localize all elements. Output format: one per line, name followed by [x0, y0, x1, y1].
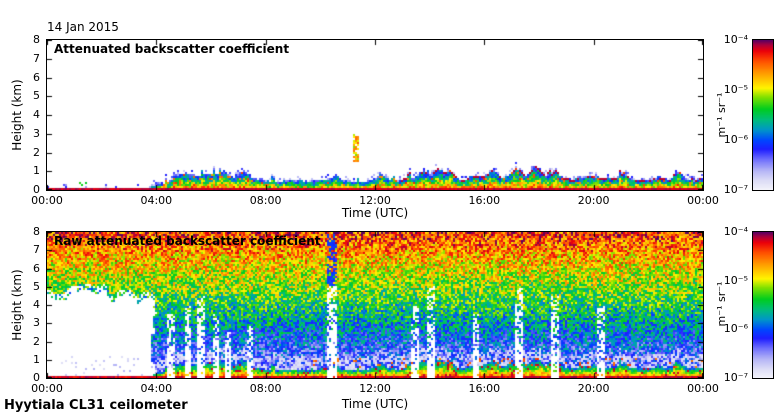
x-tick-label: 00:00 [687, 382, 719, 395]
x-tick-label: 20:00 [577, 194, 610, 207]
y-tick-label: 1 [33, 352, 40, 366]
colorbar-tick-label: 10⁻⁵ [723, 82, 748, 96]
date-label: 14 Jan 2015 [47, 20, 119, 34]
x-tick-label: 00:00 [687, 194, 719, 207]
y-tick-label: 6 [33, 70, 40, 84]
top-colorbar-gradient [753, 40, 773, 190]
top-plot-axes: Attenuated backscatter coefficient [46, 39, 704, 191]
bottom-colorbar [752, 231, 774, 379]
colorbar-tick-label: 10⁻⁵ [723, 273, 748, 287]
y-tick-label: 1 [33, 164, 40, 178]
x-tick-label: 00:00 [31, 194, 63, 207]
colorbar-tick-label: 10⁻⁷ [723, 183, 748, 196]
colorbar-tick-label: 10⁻⁶ [723, 133, 748, 146]
top-plot-title: Attenuated backscatter coefficient [54, 42, 290, 56]
y-tick-label: 7 [33, 51, 40, 65]
bottom-plot-title: Raw attenuated backscatter coefficient [54, 234, 321, 248]
x-tick-label: 16:00 [468, 194, 501, 207]
colorbar-tick-label: 10⁻⁶ [723, 322, 748, 336]
raw-attenuated-backscatter-heatmap [47, 232, 703, 378]
y-tick-label: 3 [33, 126, 40, 140]
colorbar-tick-label: 10⁻⁴ [723, 33, 748, 46]
y-tick-label: 0 [33, 183, 40, 196]
y-tick-label: 3 [33, 316, 40, 330]
x-tick-label: 04:00 [140, 382, 173, 395]
top-colorbar-unit-label: m⁻¹ sr⁻¹ [715, 92, 728, 138]
colorbar-tick-label: 10⁻⁴ [723, 225, 748, 238]
x-tick-label: 08:00 [249, 194, 282, 207]
x-tick-label: 20:00 [577, 382, 610, 395]
y-tick-label: 8 [33, 33, 40, 46]
y-tick-label: 4 [33, 108, 40, 121]
x-tick-label: 16:00 [468, 382, 501, 395]
attenuated-backscatter-heatmap [47, 40, 703, 190]
bottom-x-axis-label: Time (UTC) [341, 397, 409, 411]
x-tick-label: 00:00 [31, 382, 63, 395]
y-tick-label: 2 [33, 334, 40, 348]
y-tick-label: 7 [33, 243, 40, 257]
bottom-colorbar-gradient [753, 232, 773, 378]
x-tick-label: 04:00 [140, 194, 173, 207]
y-tick-label: 0 [33, 371, 40, 384]
top-x-axis-label: Time (UTC) [341, 206, 409, 220]
bottom-plot-axes: Raw attenuated backscatter coefficient [46, 231, 704, 379]
colorbar-tick-label: 10⁻⁷ [723, 371, 748, 384]
x-tick-label: 08:00 [249, 382, 282, 395]
y-tick-label: 5 [33, 279, 40, 293]
x-tick-label: 12:00 [359, 382, 391, 395]
bottom-colorbar-unit-label: m⁻¹ sr⁻¹ [715, 281, 728, 327]
top-colorbar [752, 39, 774, 191]
y-tick-label: 6 [33, 261, 40, 275]
y-tick-label: 5 [33, 89, 40, 103]
y-tick-label: 4 [33, 298, 40, 311]
y-tick-label: 8 [33, 225, 40, 238]
station-label: Hyytiala CL31 ceilometer [4, 398, 188, 413]
x-tick-label: 12:00 [359, 194, 391, 207]
y-tick-label: 2 [33, 145, 40, 159]
